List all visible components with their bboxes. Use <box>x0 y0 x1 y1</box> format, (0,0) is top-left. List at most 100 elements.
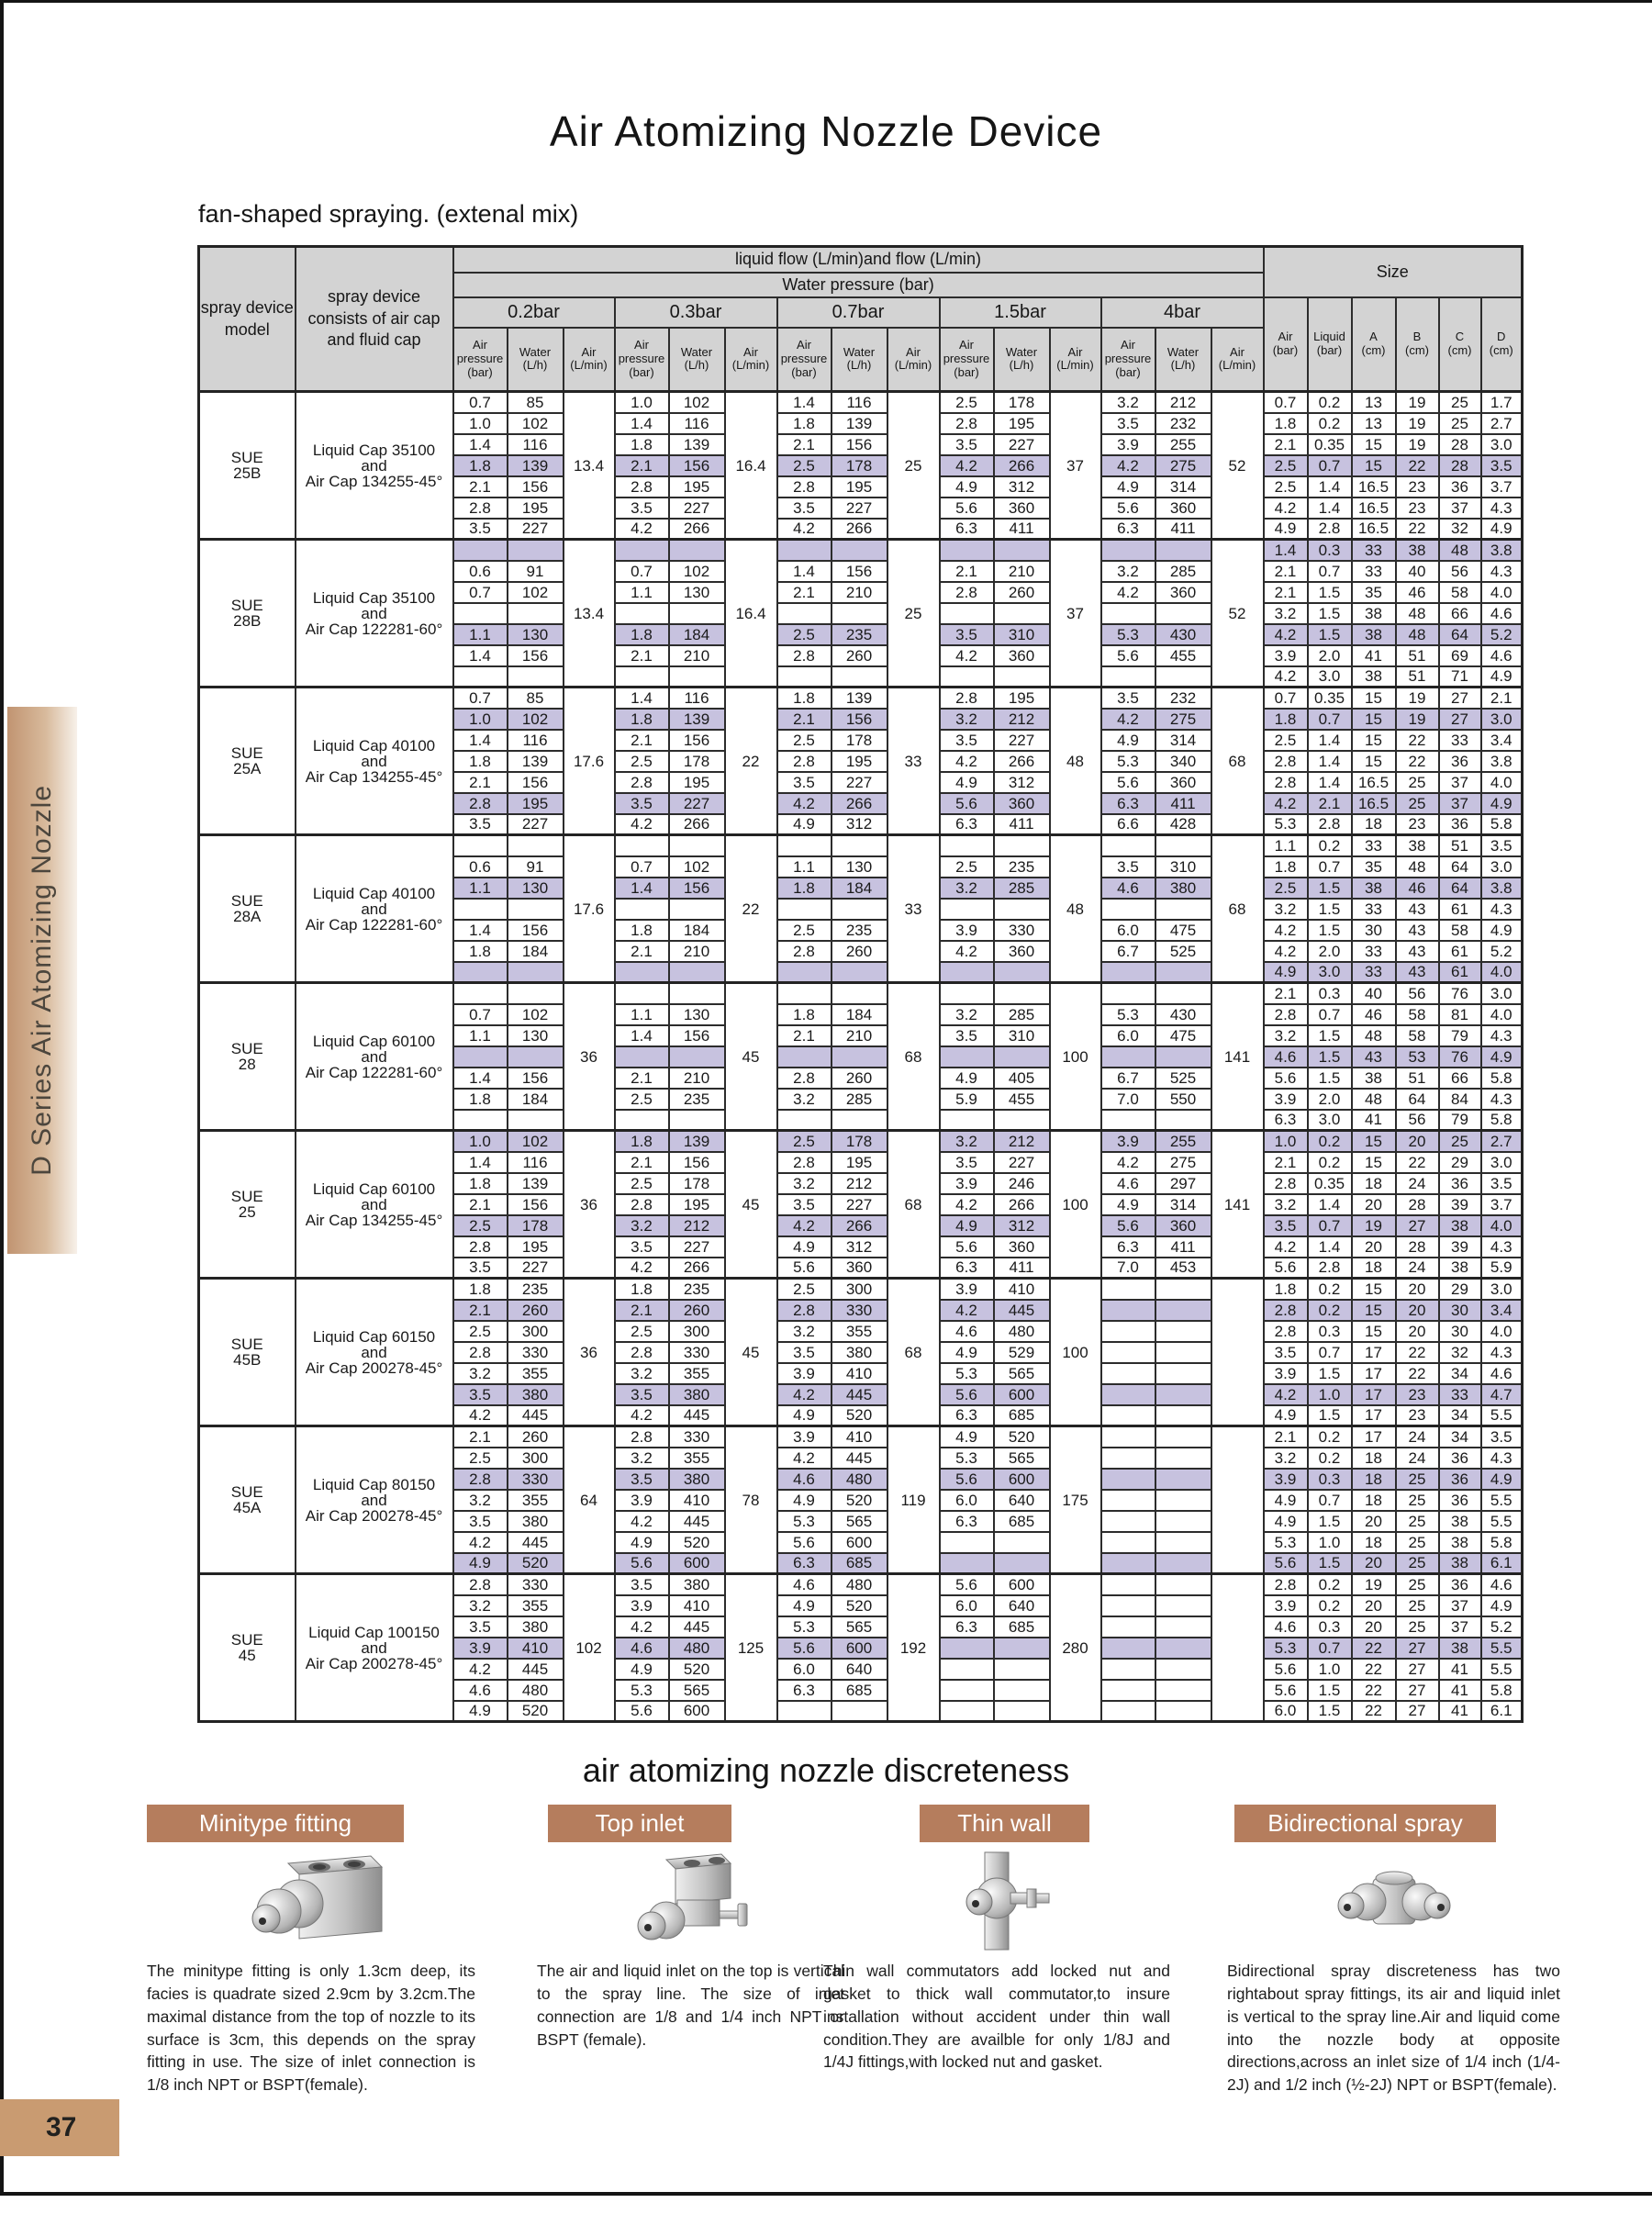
water-flow-value: 410 <box>667 1593 726 1617</box>
air-pressure-value: 4.9 <box>1099 1192 1156 1216</box>
air-pressure-value: 5.3 <box>938 1361 995 1385</box>
air-flow-value: 68 <box>1210 833 1265 984</box>
size-value: 43 <box>1394 918 1440 942</box>
size-value: 58 <box>1437 918 1482 942</box>
air-pressure-value: 1.0 <box>452 411 508 435</box>
water-flow-value: 380 <box>506 1615 564 1638</box>
air-pressure-value <box>452 665 508 688</box>
air-flow-value: 48 <box>1048 833 1102 984</box>
size-value: 43 <box>1350 1045 1397 1068</box>
air-pressure-value <box>1099 1593 1156 1617</box>
water-flow-value: 520 <box>506 1551 564 1575</box>
size-value: 25 <box>1394 1572 1440 1596</box>
air-pressure-value: 2.5 <box>613 749 670 773</box>
water-flow-value: 266 <box>992 1192 1051 1216</box>
size-value: 1.4 <box>1306 749 1353 773</box>
air-pressure-value <box>613 897 670 921</box>
air-pressure-value: 4.9 <box>776 1488 832 1512</box>
water-flow-value: 130 <box>667 1002 726 1026</box>
air-pressure-value: 2.1 <box>776 432 832 456</box>
size-value: 51 <box>1394 643 1440 667</box>
water-flow-value: 410 <box>506 1636 564 1660</box>
water-flow-value: 195 <box>830 749 888 773</box>
water-flow-value: 300 <box>506 1446 564 1470</box>
size-value: 1.0 <box>1306 1530 1353 1554</box>
air-pressure-value <box>938 1530 995 1554</box>
air-pressure-value: 2.5 <box>776 622 832 646</box>
air-pressure-value: 1.4 <box>613 1023 670 1047</box>
size-value: 25 <box>1394 770 1440 794</box>
size-value: 2.1 <box>1306 791 1353 815</box>
size-value: 0.7 <box>1262 390 1309 414</box>
size-value: 20 <box>1350 1235 1397 1258</box>
air-pressure-value: 2.8 <box>613 475 670 498</box>
size-value: 6.1 <box>1479 1551 1524 1575</box>
size-value: 2.1 <box>1479 686 1524 710</box>
page-title: Air Atomizing Nozzle Device <box>549 107 1103 155</box>
size-value: 3.0 <box>1479 855 1524 878</box>
size-value: 15 <box>1350 1129 1397 1153</box>
feature-title-box: Minitype fitting <box>147 1805 404 1842</box>
model-name: SUE 25 <box>197 1129 296 1280</box>
water-flow-value: 139 <box>506 749 564 773</box>
air-pressure-value: 4.2 <box>613 1615 670 1638</box>
size-value: 46 <box>1394 580 1440 604</box>
water-flow-value: 355 <box>506 1593 564 1617</box>
size-value: 3.0 <box>1306 960 1353 984</box>
water-flow-value <box>992 665 1051 688</box>
water-flow-value <box>1154 897 1212 921</box>
size-value: 3.9 <box>1262 1593 1309 1617</box>
air-pressure-value: 4.6 <box>613 1636 670 1660</box>
water-flow-value: 312 <box>992 475 1051 498</box>
air-pressure-value: 3.5 <box>613 1235 670 1258</box>
water-flow-value: 91 <box>506 559 564 583</box>
air-pressure-value: 4.2 <box>938 1298 995 1322</box>
water-flow-value: 520 <box>830 1593 888 1617</box>
air-pressure-value: 1.4 <box>776 390 832 414</box>
water-flow-value: 520 <box>830 1403 888 1427</box>
water-flow-value <box>1154 1509 1212 1533</box>
size-value: 18 <box>1350 1488 1397 1512</box>
air-pressure-value <box>1099 960 1156 984</box>
size-value: 5.8 <box>1479 1066 1524 1090</box>
header-size: Size <box>1262 245 1524 298</box>
water-flow-value: 156 <box>830 707 888 731</box>
air-pressure-value: 3.2 <box>613 1361 670 1385</box>
air-pressure-value: 4.6 <box>938 1319 995 1343</box>
header-caps: spray device consists of air cap and flu… <box>294 245 454 393</box>
water-flow-value: 235 <box>667 1277 726 1301</box>
header-pressure-group: 1.5bar <box>938 296 1102 329</box>
size-value: 2.1 <box>1262 432 1309 456</box>
size-value: 1.5 <box>1306 1678 1353 1702</box>
size-value: 46 <box>1394 876 1440 900</box>
discreteness-heading: air atomizing nozzle discreteness <box>582 1751 1070 1789</box>
size-value: 30 <box>1350 918 1397 942</box>
water-flow-value: 445 <box>506 1403 564 1427</box>
water-flow-value <box>830 1699 888 1723</box>
air-pressure-value <box>613 665 670 688</box>
air-pressure-value: 3.5 <box>613 496 670 520</box>
air-pressure-value <box>1099 1403 1156 1427</box>
water-flow-value <box>1154 1108 1212 1132</box>
size-value: 66 <box>1437 601 1482 625</box>
water-flow-value: 360 <box>992 643 1051 667</box>
water-flow-value: 312 <box>830 812 888 836</box>
size-value: 0.7 <box>1306 707 1353 731</box>
water-flow-value <box>992 1530 1051 1554</box>
water-flow-value: 310 <box>992 622 1051 646</box>
header-sub-col: Air pressure (bar) <box>613 326 670 393</box>
air-pressure-value: 5.3 <box>938 1446 995 1470</box>
water-flow-value: 266 <box>667 1256 726 1280</box>
air-pressure-value: 3.5 <box>452 812 508 836</box>
size-value: 2.0 <box>1306 643 1353 667</box>
size-value: 17 <box>1350 1382 1397 1406</box>
air-pressure-value: 3.5 <box>776 1192 832 1216</box>
size-value: 1.5 <box>1306 1023 1353 1047</box>
air-pressure-value: 3.5 <box>776 496 832 520</box>
size-value: 28 <box>1437 453 1482 477</box>
size-value: 46 <box>1350 1002 1397 1026</box>
water-flow-value: 355 <box>667 1446 726 1470</box>
size-value: 2.7 <box>1479 1129 1524 1153</box>
size-value: 18 <box>1350 812 1397 836</box>
air-pressure-value: 3.2 <box>1099 559 1156 583</box>
